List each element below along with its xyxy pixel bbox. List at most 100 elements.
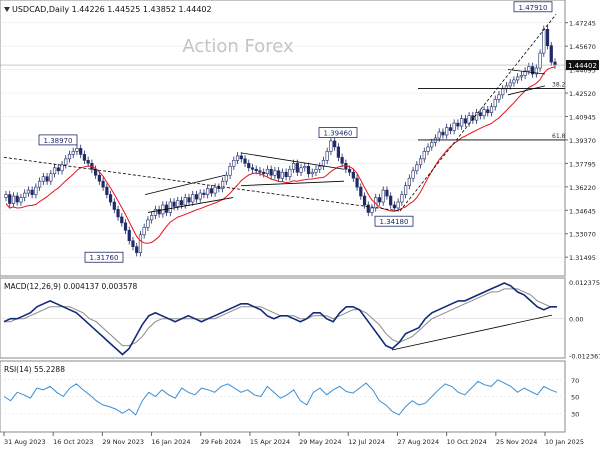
price-label: 1.34180 (380, 218, 409, 226)
x-tick-label: 29 Nov 2023 (102, 438, 144, 446)
candle-body (265, 168, 270, 175)
candle-body (489, 106, 494, 113)
price-label-box (38, 134, 78, 146)
candle-body (105, 186, 109, 195)
candle-body (299, 167, 303, 173)
candle-body (19, 197, 23, 203)
candle-body (15, 195, 19, 203)
symbol-header: USDCAD,Daily 1.44226 1.44525 1.43852 1.4… (12, 5, 212, 14)
candle-body (355, 177, 359, 188)
price-tick-label: 1.33070 (569, 231, 596, 239)
macd-panel-frame (0, 277, 566, 359)
candle-body (415, 164, 419, 172)
candle-body (116, 209, 120, 218)
candle-body (4, 194, 8, 198)
price-tick-label: 1.31495 (569, 254, 596, 262)
candle-body (437, 131, 441, 139)
candle-body (280, 171, 284, 179)
candle-body (482, 109, 486, 116)
candle-body (168, 201, 172, 213)
candle-body (366, 204, 370, 213)
candle-body (404, 185, 408, 195)
macd-panel: MACD(12,26,9) 0.004137 0.003578 0.012375… (0, 277, 600, 361)
candle-body (108, 194, 113, 203)
candle-body (359, 186, 363, 197)
candle-body (538, 52, 542, 69)
collapse-triangle-icon[interactable] (4, 7, 10, 12)
candle-body (523, 70, 527, 76)
x-tick-label: 10 Jan 2025 (545, 438, 584, 446)
price-tick-label: 1.39370 (569, 137, 596, 145)
triangle-lower (240, 180, 345, 187)
candle-body (262, 171, 266, 175)
candle-body (138, 234, 143, 253)
wedge-lower (507, 85, 546, 96)
current-price-box (566, 60, 599, 71)
candle-body (26, 189, 31, 194)
moving-average (5, 66, 556, 244)
candle-body (314, 168, 318, 173)
candle-body (422, 151, 426, 160)
price-label: 1.38970 (44, 137, 73, 145)
macd-tick-label: 0.00 (569, 316, 583, 324)
candle-body (153, 209, 157, 216)
candle-body (277, 170, 281, 179)
candle-body (284, 171, 288, 178)
x-tick-label: 31 Aug 2023 (4, 438, 46, 446)
candle-body (467, 115, 471, 124)
macd-tick-label: -0.012367 (569, 353, 600, 361)
candle-body (362, 195, 367, 206)
candle-body (486, 109, 490, 113)
candle-body (198, 192, 202, 200)
candle-body (545, 29, 550, 46)
candle-body (347, 168, 352, 173)
price-label: 1.47910 (519, 4, 548, 12)
candle-body (377, 197, 382, 203)
candle-body (101, 180, 105, 188)
candle-body (306, 165, 311, 175)
price-tick-label: 1.40945 (569, 113, 596, 121)
candle-body (71, 151, 75, 155)
price-label: 1.31760 (90, 254, 119, 262)
x-tick-label: 16 Jan 2024 (152, 438, 191, 446)
candle-body (478, 112, 482, 116)
ma-line (5, 66, 556, 244)
candle-body (370, 207, 374, 213)
macd-line (3, 282, 557, 356)
rsi-line (3, 379, 558, 416)
candle-body (512, 79, 516, 84)
candle-body (52, 167, 57, 175)
candle-body (336, 146, 340, 158)
candle-body (187, 197, 191, 203)
x-tick-label: 12 Jul 2024 (348, 438, 385, 446)
candle-body (146, 219, 150, 228)
x-tick-label: 25 Nov 2024 (496, 438, 538, 446)
candle-body (228, 165, 232, 176)
rsi-title: RSI(14) 55.2288 (4, 365, 65, 374)
candle-body (527, 66, 531, 72)
candle-body (243, 158, 247, 164)
candle-body (183, 197, 187, 206)
candle-body (191, 194, 195, 203)
candle-body (553, 61, 557, 66)
rsi-y-axis: 70 50 30 (571, 377, 579, 419)
price-tick-label: 1.36220 (569, 184, 596, 192)
candle-body (217, 186, 221, 189)
candle-body (340, 157, 344, 164)
candle-body (508, 82, 512, 87)
candle-body (497, 94, 501, 100)
macd-tick-label: 0.012375 (569, 279, 600, 287)
candle-body (321, 160, 326, 167)
candle-body (209, 188, 214, 194)
price-tick-label: 1.42520 (569, 90, 596, 98)
candle-body (501, 88, 505, 96)
candle-body (325, 151, 329, 161)
candle-body (250, 167, 255, 170)
candle-body (127, 230, 131, 242)
wedge-upper (507, 69, 546, 75)
candle-body (318, 165, 322, 170)
candle-body (247, 163, 251, 169)
candle-body (333, 140, 337, 148)
price-candles (4, 25, 557, 257)
candle-body (549, 45, 553, 63)
